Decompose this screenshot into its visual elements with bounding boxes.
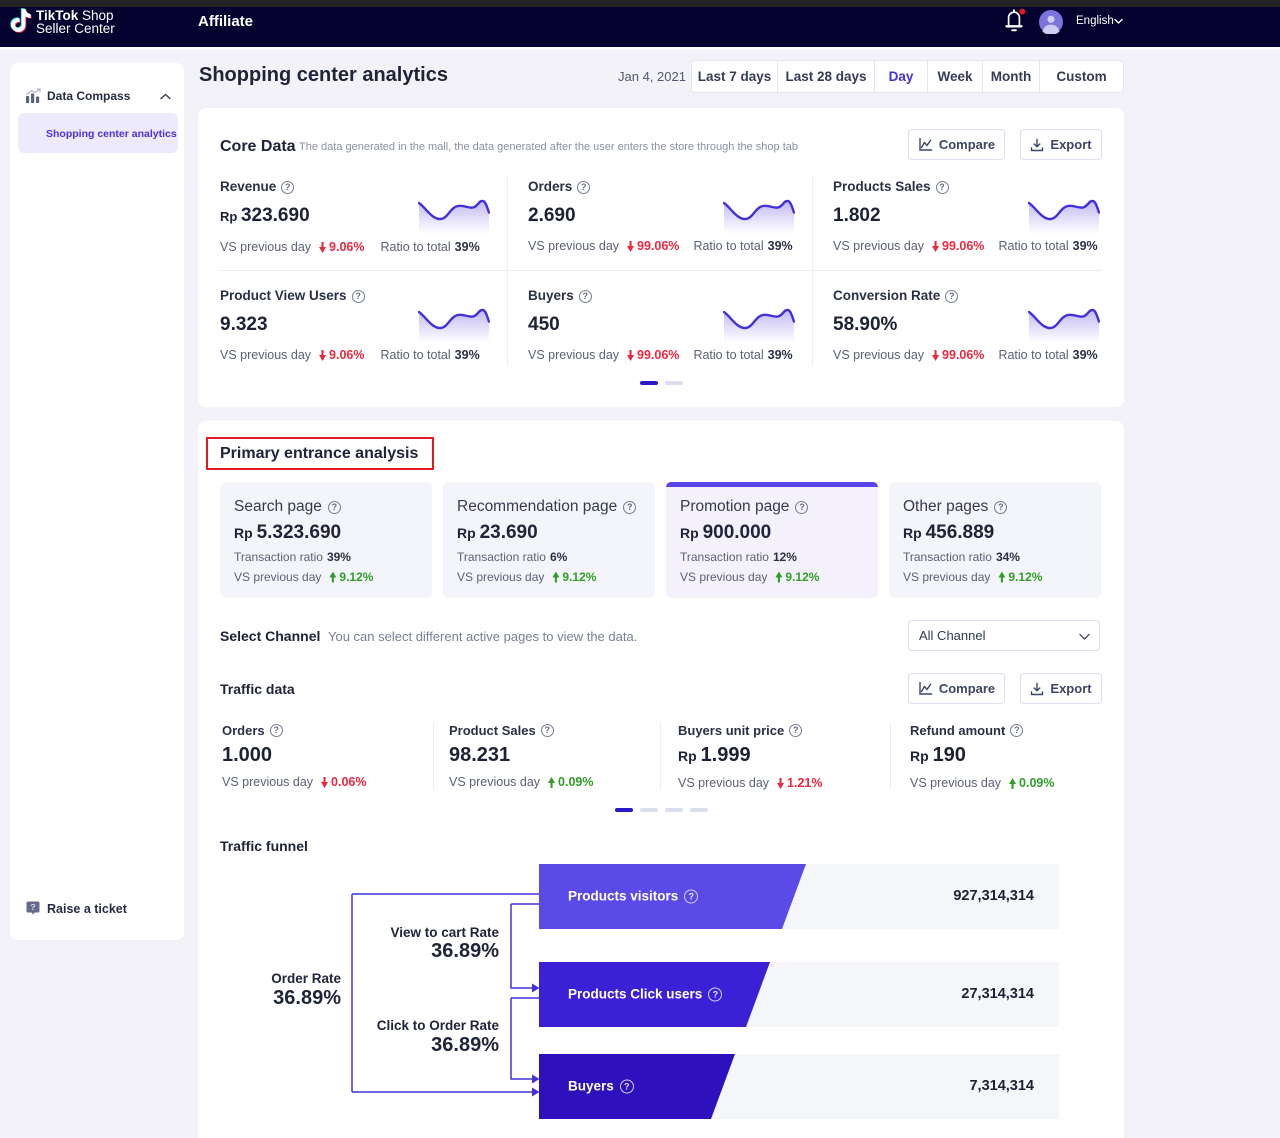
svg-text:?: ? <box>30 902 35 912</box>
